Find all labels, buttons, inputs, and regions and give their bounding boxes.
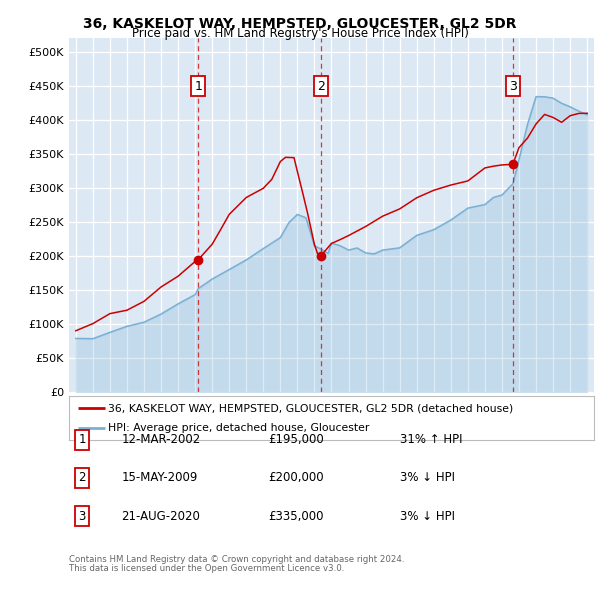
Text: Contains HM Land Registry data © Crown copyright and database right 2024.: Contains HM Land Registry data © Crown c… — [69, 555, 404, 563]
Text: 31% ↑ HPI: 31% ↑ HPI — [400, 433, 462, 446]
Text: HPI: Average price, detached house, Gloucester: HPI: Average price, detached house, Glou… — [109, 423, 370, 433]
Text: 21-AUG-2020: 21-AUG-2020 — [121, 510, 200, 523]
Text: 1: 1 — [79, 433, 86, 446]
Text: 12-MAR-2002: 12-MAR-2002 — [121, 433, 201, 446]
Text: 36, KASKELOT WAY, HEMPSTED, GLOUCESTER, GL2 5DR (detached house): 36, KASKELOT WAY, HEMPSTED, GLOUCESTER, … — [109, 403, 514, 413]
Text: £200,000: £200,000 — [269, 471, 324, 484]
Text: 3: 3 — [509, 80, 517, 93]
Text: 3% ↓ HPI: 3% ↓ HPI — [400, 510, 455, 523]
Text: £335,000: £335,000 — [269, 510, 324, 523]
Text: This data is licensed under the Open Government Licence v3.0.: This data is licensed under the Open Gov… — [69, 564, 344, 573]
Text: 2: 2 — [79, 471, 86, 484]
Text: 15-MAY-2009: 15-MAY-2009 — [121, 471, 198, 484]
Text: 36, KASKELOT WAY, HEMPSTED, GLOUCESTER, GL2 5DR: 36, KASKELOT WAY, HEMPSTED, GLOUCESTER, … — [83, 17, 517, 31]
Text: 3% ↓ HPI: 3% ↓ HPI — [400, 471, 455, 484]
Text: 3: 3 — [79, 510, 86, 523]
Text: 1: 1 — [194, 80, 202, 93]
Text: Price paid vs. HM Land Registry's House Price Index (HPI): Price paid vs. HM Land Registry's House … — [131, 27, 469, 40]
Text: £195,000: £195,000 — [269, 433, 324, 446]
Text: 2: 2 — [317, 80, 325, 93]
